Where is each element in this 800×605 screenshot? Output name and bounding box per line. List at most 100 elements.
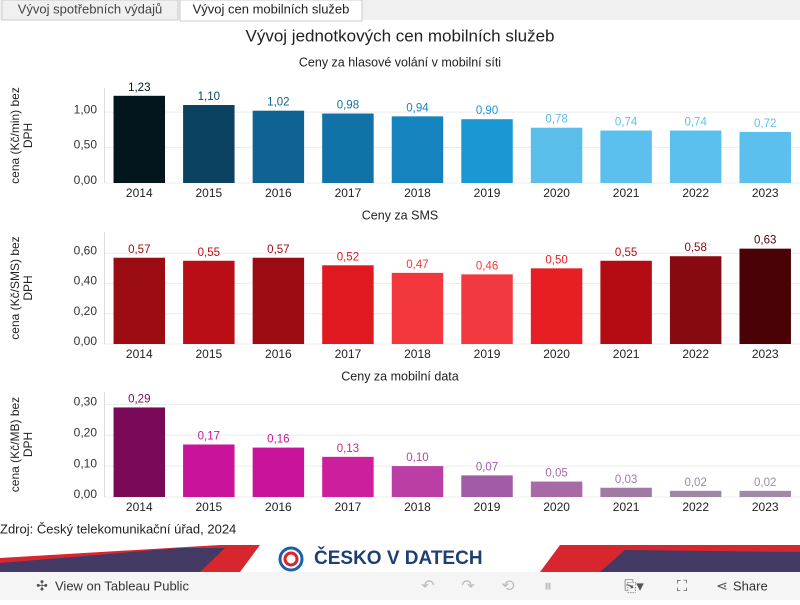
data-label: 0,29 xyxy=(128,393,150,405)
data-label: 0,03 xyxy=(615,474,637,486)
y-tick-label: 0,50 xyxy=(74,138,98,152)
bar xyxy=(322,113,374,183)
data-label: 0,55 xyxy=(615,247,637,259)
x-tick-label: 2018 xyxy=(404,347,431,361)
bar xyxy=(183,444,235,497)
y-tick-label: 0,00 xyxy=(74,487,98,501)
bar xyxy=(530,268,583,344)
x-tick-label: 2015 xyxy=(195,186,222,200)
view-link[interactable]: View on Tableau Public xyxy=(55,578,189,593)
data-label: 0,05 xyxy=(545,468,567,480)
y-tick-label: 0,40 xyxy=(74,274,98,288)
banner-stripe xyxy=(0,548,225,572)
bar xyxy=(530,481,583,497)
toolbar xyxy=(0,572,800,600)
data-label: 0,55 xyxy=(198,247,220,259)
y-axis-label: DPH xyxy=(21,123,35,148)
data-label: 0,07 xyxy=(476,461,498,473)
x-tick-label: 2017 xyxy=(335,347,362,361)
y-axis-label: DPH xyxy=(21,432,35,457)
x-tick-label: 2019 xyxy=(474,186,501,200)
tab[interactable] xyxy=(1,0,179,21)
x-tick-label: 2021 xyxy=(613,186,640,200)
x-tick-label: 2022 xyxy=(682,347,709,361)
bar xyxy=(600,260,652,344)
data-label: 0,90 xyxy=(476,105,498,117)
data-label: 0,57 xyxy=(267,244,289,256)
x-tick-label: 2021 xyxy=(613,500,640,514)
y-axis-label: DPH xyxy=(21,275,35,300)
bar xyxy=(739,490,791,497)
chart-title: Ceny za mobilní data xyxy=(341,369,458,383)
data-label: 0,72 xyxy=(754,118,776,130)
x-tick-label: 2015 xyxy=(195,500,222,514)
share-button[interactable]: Share xyxy=(733,578,768,593)
bar xyxy=(669,256,722,344)
y-tick-label: 1,00 xyxy=(74,102,98,116)
data-label: 1,10 xyxy=(198,91,220,103)
data-label: 0,17 xyxy=(198,431,220,443)
data-label: 0,50 xyxy=(545,254,567,266)
bar xyxy=(461,274,513,344)
x-tick-label: 2018 xyxy=(404,500,431,514)
bar xyxy=(391,116,444,183)
bar xyxy=(391,272,444,344)
bar xyxy=(113,95,166,183)
data-label: 0,74 xyxy=(615,117,638,129)
redo-button[interactable]: ↷ xyxy=(461,578,475,595)
x-tick-label: 2014 xyxy=(126,347,153,361)
tab-label[interactable]: Vývoj cen mobilních služeb xyxy=(193,1,350,16)
bar xyxy=(669,490,722,497)
tab-active[interactable] xyxy=(179,0,363,22)
x-tick-label: 2017 xyxy=(335,186,362,200)
x-tick-label: 2019 xyxy=(474,500,501,514)
bar xyxy=(183,105,235,183)
y-tick-label: 0,00 xyxy=(74,334,98,348)
data-label: 0,16 xyxy=(267,434,289,446)
x-tick-label: 2023 xyxy=(752,186,779,200)
x-tick-label: 2020 xyxy=(543,500,570,514)
x-tick-label: 2020 xyxy=(543,347,570,361)
fullscreen-button[interactable]: ⛶ xyxy=(677,578,688,595)
source: Zdroj: Český telekomunikační úřad, 2024 xyxy=(0,521,236,536)
download-button[interactable]: ⎘▾ xyxy=(624,578,644,595)
x-tick-label: 2019 xyxy=(474,347,501,361)
y-axis-label: cena (Kč/SMS) bez xyxy=(8,236,22,339)
data-label: 0,52 xyxy=(337,251,359,263)
bar xyxy=(113,407,166,497)
x-tick-label: 2017 xyxy=(335,500,362,514)
bar xyxy=(252,257,305,344)
bar xyxy=(113,257,166,344)
x-tick-label: 2022 xyxy=(682,500,709,514)
bar xyxy=(600,487,652,497)
banner-stripe xyxy=(600,550,800,572)
bar xyxy=(461,475,513,497)
y-tick-label: 0,00 xyxy=(74,173,98,187)
x-tick-label: 2023 xyxy=(752,500,779,514)
x-tick-label: 2014 xyxy=(126,500,153,514)
pause-button[interactable]: ⏸ xyxy=(544,578,552,595)
data-label: 0,10 xyxy=(406,452,428,464)
data-label: 0,94 xyxy=(406,102,429,114)
data-label: 0,13 xyxy=(337,443,359,455)
bar xyxy=(600,130,652,183)
data-label: 0,78 xyxy=(545,114,567,126)
bar xyxy=(252,447,305,497)
data-label: 0,02 xyxy=(684,477,706,489)
data-label: 0,46 xyxy=(476,260,498,272)
data-label: 0,63 xyxy=(754,235,776,247)
undo-button[interactable]: ↶ xyxy=(421,578,434,595)
data-label: 0,58 xyxy=(684,242,706,254)
bar xyxy=(391,466,444,497)
tableau-icon[interactable]: ✣ xyxy=(36,578,48,594)
data-label: 0,74 xyxy=(684,117,707,129)
revert-button[interactable]: ⟲ xyxy=(501,578,515,595)
x-tick-label: 2014 xyxy=(126,186,153,200)
brand-logo xyxy=(283,551,299,567)
tab-label[interactable]: Vývoj spotřebních výdajů xyxy=(18,1,163,16)
data-label: 0,98 xyxy=(337,100,359,112)
brand: ČESKO V DATECH xyxy=(314,547,483,569)
chart-title: Ceny za SMS xyxy=(362,208,438,222)
share-icon[interactable]: ⋖ xyxy=(716,578,728,594)
